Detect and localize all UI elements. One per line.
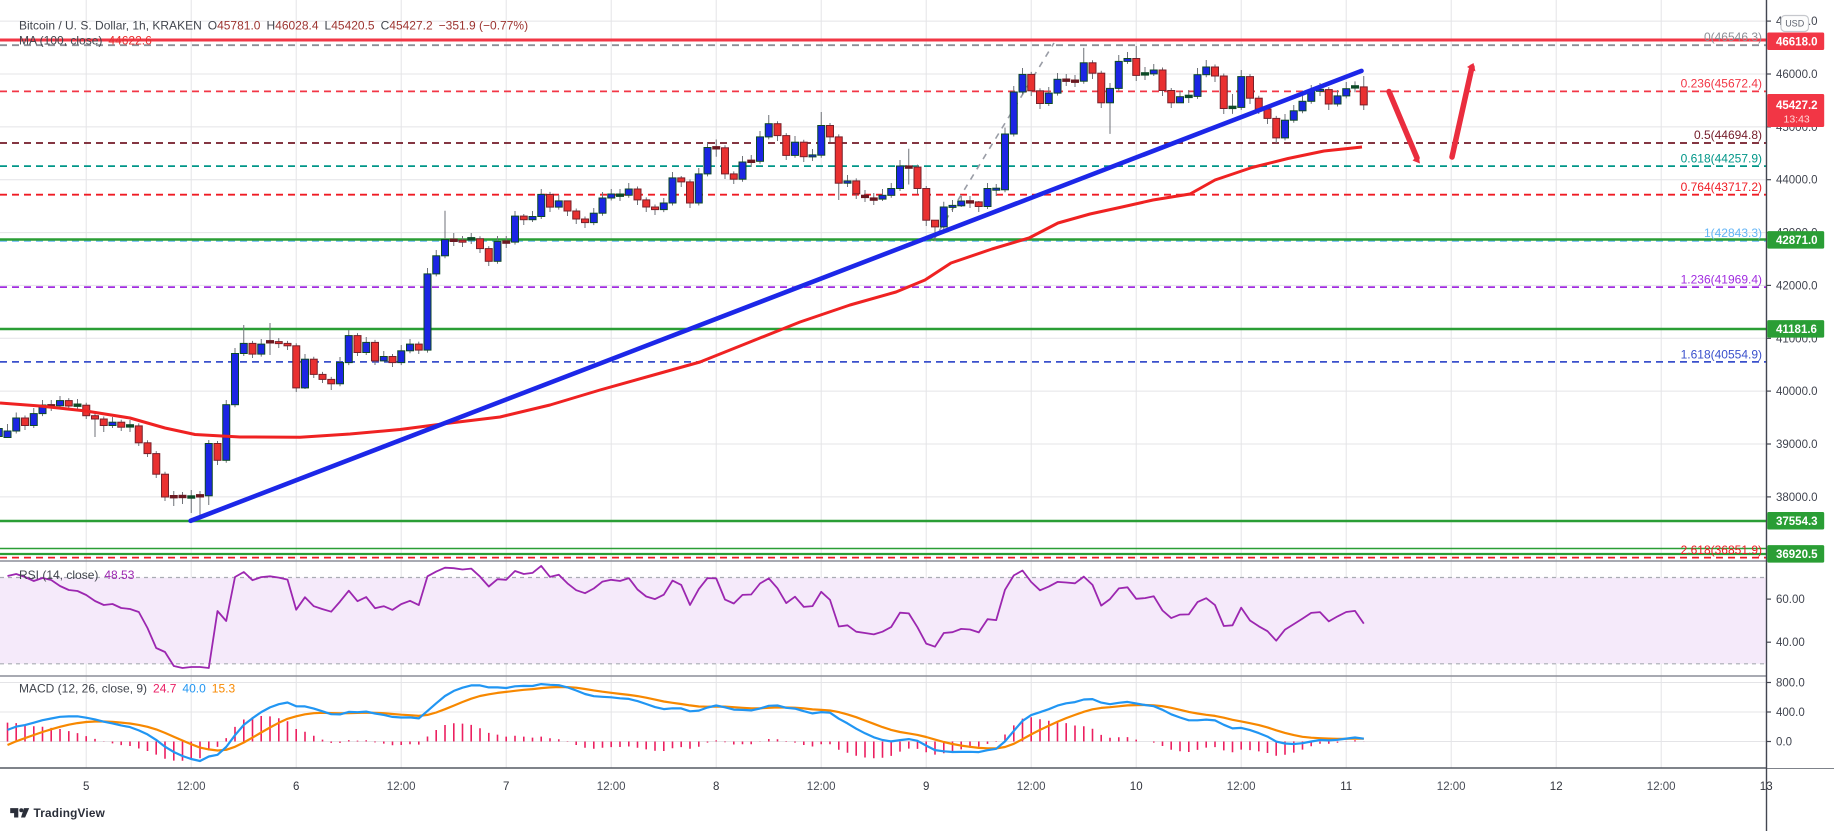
svg-text:2.618(36851.9): 2.618(36851.9)	[1681, 543, 1762, 557]
svg-text:46618.0: 46618.0	[1776, 37, 1818, 49]
svg-text:37554.3: 37554.3	[1776, 516, 1818, 528]
svg-text:1(42843.3): 1(42843.3)	[1704, 226, 1762, 240]
svg-text:8: 8	[713, 781, 719, 793]
svg-text:400.0: 400.0	[1776, 707, 1805, 719]
svg-text:Bitcoin / U. S. Dollar, 1h, KR: Bitcoin / U. S. Dollar, 1h, KRAKEN O4578…	[19, 19, 528, 33]
svg-text:USD: USD	[1785, 19, 1805, 29]
svg-text:9: 9	[923, 781, 929, 793]
svg-text:60.00: 60.00	[1776, 594, 1805, 606]
svg-text:TradingView: TradingView	[34, 806, 106, 820]
svg-text:12:00: 12:00	[387, 781, 416, 793]
svg-text:12:00: 12:00	[1227, 781, 1256, 793]
svg-text:0.5(44694.8): 0.5(44694.8)	[1694, 128, 1762, 142]
svg-text:13: 13	[1760, 781, 1773, 793]
svg-text:42000.0: 42000.0	[1776, 280, 1818, 292]
svg-text:1.618(40554.9): 1.618(40554.9)	[1681, 348, 1762, 362]
svg-text:0.236(45672.4): 0.236(45672.4)	[1681, 77, 1762, 91]
svg-text:13:43: 13:43	[1784, 114, 1810, 126]
svg-text:RSI (14, close) 48.53: RSI (14, close) 48.53	[19, 568, 135, 582]
svg-text:12:00: 12:00	[1437, 781, 1466, 793]
svg-text:0.0: 0.0	[1776, 737, 1792, 749]
svg-text:40000.0: 40000.0	[1776, 386, 1818, 398]
svg-text:6: 6	[293, 781, 299, 793]
svg-text:800.0: 800.0	[1776, 678, 1805, 690]
svg-text:12:00: 12:00	[597, 781, 626, 793]
svg-text:46000.0: 46000.0	[1776, 69, 1818, 81]
svg-text:7: 7	[503, 781, 509, 793]
svg-text:MACD (12, 26, close, 9) 24.7 4: MACD (12, 26, close, 9) 24.7 40.0 15.3	[19, 682, 235, 696]
svg-text:0.618(44257.9): 0.618(44257.9)	[1681, 152, 1762, 166]
svg-text:12:00: 12:00	[807, 781, 836, 793]
svg-text:39000.0: 39000.0	[1776, 439, 1818, 451]
svg-text:12:00: 12:00	[1017, 781, 1046, 793]
svg-text:5: 5	[83, 781, 89, 793]
svg-text:36920.5: 36920.5	[1776, 549, 1818, 561]
svg-text:1.236(41969.4): 1.236(41969.4)	[1681, 273, 1762, 287]
svg-text:0.764(43717.2): 0.764(43717.2)	[1681, 180, 1762, 194]
svg-text:44000.0: 44000.0	[1776, 175, 1818, 187]
svg-text:12:00: 12:00	[177, 781, 206, 793]
svg-text:11: 11	[1340, 781, 1352, 793]
svg-text:MA (100, close) 44622.6: MA (100, close) 44622.6	[19, 34, 152, 48]
svg-text:38000.0: 38000.0	[1776, 492, 1818, 504]
svg-text:45427.2: 45427.2	[1776, 100, 1818, 112]
svg-text:41181.6: 41181.6	[1776, 324, 1817, 336]
svg-text:0(46546.3): 0(46546.3)	[1704, 30, 1762, 44]
svg-text:10: 10	[1130, 781, 1143, 793]
svg-text:42871.0: 42871.0	[1776, 235, 1818, 247]
svg-text:12: 12	[1550, 781, 1563, 793]
svg-text:40.00: 40.00	[1776, 637, 1805, 649]
svg-text:12:00: 12:00	[1647, 781, 1676, 793]
